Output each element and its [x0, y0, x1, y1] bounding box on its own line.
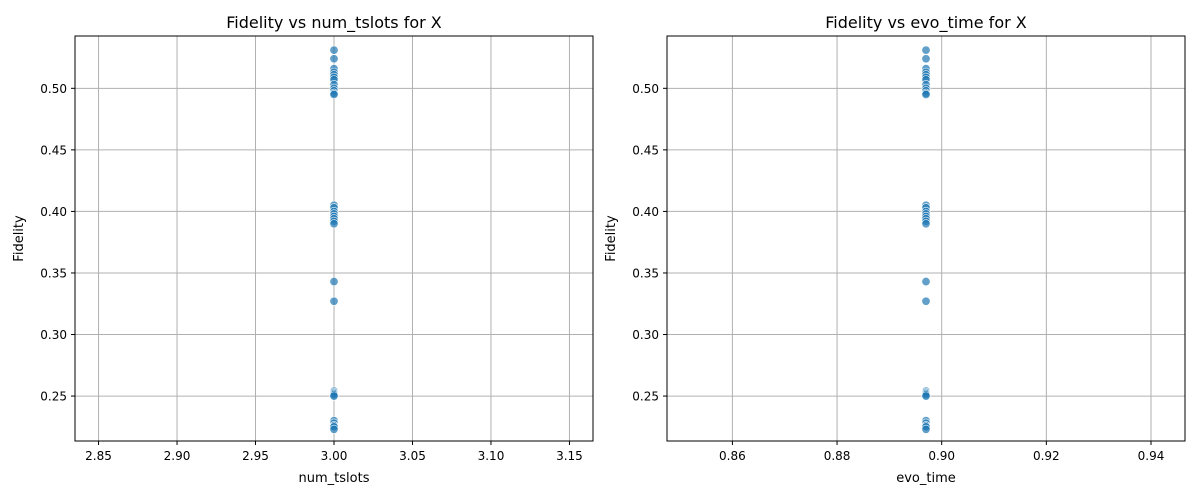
x-tick-label: 2.85: [85, 449, 112, 463]
y-tick-label: 0.45: [40, 143, 67, 157]
x-tick-label: 0.86: [719, 449, 746, 463]
scatter-point: [329, 89, 339, 99]
y-tick-label: 0.50: [40, 82, 67, 96]
x-tick-label: 0.90: [928, 449, 955, 463]
scatter-point: [329, 277, 339, 287]
x-tick-label: 0.88: [824, 449, 851, 463]
scatter-point: [329, 45, 339, 55]
plot-frame: [666, 35, 1186, 442]
y-tick-label: 0.25: [40, 390, 67, 404]
y-tick-label: 0.35: [632, 266, 659, 280]
scatter-point: [921, 45, 931, 55]
scatter-point: [921, 219, 931, 229]
scatter-point: [329, 391, 339, 401]
scatter-point: [329, 54, 339, 64]
scatter-point: [921, 424, 931, 434]
y-tick-label: 0.40: [632, 205, 659, 219]
y-tick-label: 0.25: [632, 390, 659, 404]
y-tick-label: 0.30: [632, 328, 659, 342]
left-scatter-panel: 2.85 2.90 2.95 3.00 3.05 3.10 3.15 0.25 0.30 0.35…: [12, 13, 594, 486]
y-tick-label: 0.40: [40, 205, 67, 219]
scatter-point: [329, 219, 339, 229]
x-tick-label: 2.90: [164, 449, 191, 463]
y-axis-label: Fidelity: [12, 215, 27, 262]
scatter-point: [921, 296, 931, 306]
x-tick-label: 0.92: [1033, 449, 1060, 463]
y-tick-label: 0.35: [40, 266, 67, 280]
x-axis-label: num_tslots: [299, 471, 370, 486]
chart-title: Fidelity vs evo_time for X: [825, 13, 1027, 33]
right-scatter-panel: 0.86 0.88 0.90 0.92 0.94 0.25 0.30 0.35 0.40 0.45…: [604, 13, 1186, 486]
x-tick-label: 0.94: [1138, 449, 1165, 463]
x-tick-label: 3.00: [321, 449, 348, 463]
y-tick-label: 0.45: [632, 143, 659, 157]
x-tick-label: 2.95: [242, 449, 269, 463]
scatter-point: [921, 54, 931, 64]
scatter-point: [921, 277, 931, 287]
scatter-point: [921, 89, 931, 99]
y-tick-label: 0.50: [632, 82, 659, 96]
x-axis-label: evo_time: [896, 471, 956, 486]
scatter-point: [329, 424, 339, 434]
x-tick-label: 3.10: [478, 449, 505, 463]
scatter-point: [329, 296, 339, 306]
x-tick-label: 3.15: [556, 449, 583, 463]
y-tick-label: 0.30: [40, 328, 67, 342]
x-tick-label: 3.05: [399, 449, 426, 463]
chart-title: Fidelity vs num_tslots for X: [226, 13, 442, 33]
scatter-point: [921, 391, 931, 401]
y-axis-label: Fidelity: [604, 215, 619, 262]
